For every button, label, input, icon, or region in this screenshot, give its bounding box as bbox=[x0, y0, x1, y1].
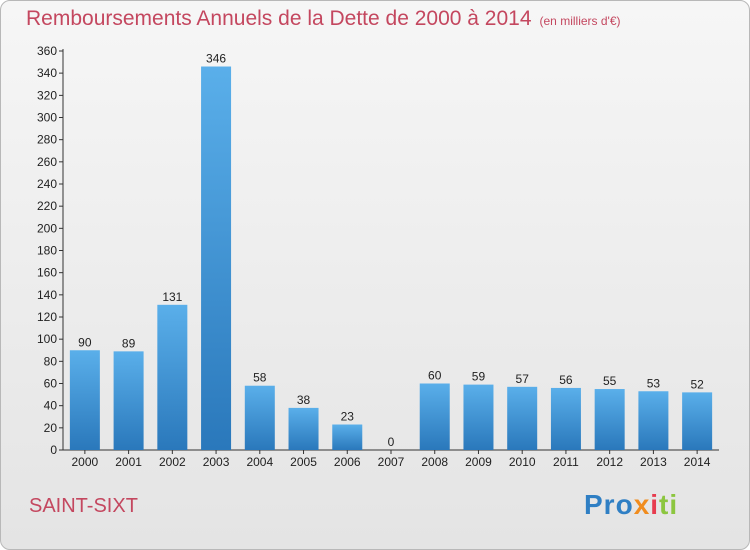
x-tick-label: 2012 bbox=[596, 455, 623, 469]
x-tick-label: 2005 bbox=[290, 455, 317, 469]
y-tick-label: 180 bbox=[37, 244, 57, 258]
bar-2010 bbox=[507, 386, 538, 450]
x-tick-label: 2001 bbox=[115, 455, 142, 469]
y-tick-label: 220 bbox=[37, 199, 57, 213]
value-label-2014: 52 bbox=[690, 377, 704, 391]
chart-subtitle: (en milliers d'€) bbox=[539, 14, 621, 28]
y-tick-label: 0 bbox=[50, 443, 57, 457]
logo-part: ti bbox=[659, 489, 679, 520]
bar-2014 bbox=[682, 392, 713, 450]
y-tick-label: 200 bbox=[37, 221, 57, 235]
x-tick-label: 2014 bbox=[684, 455, 711, 469]
y-tick-label: 60 bbox=[44, 377, 58, 391]
value-label-2004: 58 bbox=[253, 371, 267, 385]
y-tick-label: 260 bbox=[37, 155, 57, 169]
y-tick-label: 40 bbox=[44, 399, 58, 413]
value-label-2007: 0 bbox=[388, 435, 395, 449]
value-label-2008: 60 bbox=[428, 369, 442, 383]
value-label-2006: 23 bbox=[341, 410, 355, 424]
y-tick-label: 300 bbox=[37, 111, 57, 125]
bar-2000 bbox=[69, 350, 100, 450]
commune-name: SAINT-SIXT bbox=[29, 495, 138, 517]
bar-2006 bbox=[332, 424, 363, 450]
value-label-2001: 89 bbox=[122, 336, 136, 350]
value-label-2002: 131 bbox=[162, 290, 182, 304]
logo-part: Pro bbox=[584, 489, 634, 520]
x-tick-label: 2008 bbox=[421, 455, 448, 469]
y-tick-label: 100 bbox=[37, 332, 57, 346]
x-tick-label: 2003 bbox=[203, 455, 230, 469]
value-label-2003: 346 bbox=[206, 52, 226, 66]
chart-title: Remboursements Annuels de la Dette de 20… bbox=[26, 7, 532, 30]
y-tick-label: 240 bbox=[37, 177, 57, 191]
bar-2002 bbox=[157, 304, 188, 450]
x-tick-label: 2000 bbox=[72, 455, 99, 469]
bar-2012 bbox=[594, 389, 625, 450]
x-axis: 2000 2001 2002 2003 2004 2005 2006 2007 2008 2009… bbox=[63, 449, 719, 469]
y-tick-label: 360 bbox=[37, 44, 57, 58]
bar-2001 bbox=[113, 351, 144, 450]
y-tick-label: 80 bbox=[44, 354, 58, 368]
x-tick-label: 2009 bbox=[465, 455, 492, 469]
logo-part: x bbox=[633, 489, 651, 520]
x-tick-label: 2006 bbox=[334, 455, 361, 469]
y-tick-label: 120 bbox=[37, 310, 57, 324]
value-label-2013: 53 bbox=[647, 376, 661, 390]
x-tick-label: 2010 bbox=[509, 455, 536, 469]
y-axis: 0 20 40 60 80 100 120 140 160 180 200 220 240 260 280 3… bbox=[37, 44, 64, 457]
bar-2009 bbox=[463, 384, 494, 450]
y-tick-label: 280 bbox=[37, 133, 57, 147]
bar-series bbox=[69, 66, 713, 451]
proxiti-logo: Proxiti bbox=[584, 489, 678, 521]
x-tick-label: 2007 bbox=[378, 455, 405, 469]
bar-2008 bbox=[419, 383, 450, 450]
x-tick-label: 2011 bbox=[553, 455, 579, 469]
value-label-2010: 57 bbox=[516, 372, 530, 386]
x-tick-label: 2004 bbox=[246, 455, 273, 469]
y-tick-label: 140 bbox=[37, 288, 57, 302]
bar-2013 bbox=[638, 391, 669, 450]
x-tick-label: 2002 bbox=[159, 455, 186, 469]
x-tick-label: 2013 bbox=[640, 455, 667, 469]
chart-title-block: Remboursements Annuels de la Dette de 20… bbox=[26, 7, 621, 31]
value-label-2000: 90 bbox=[78, 335, 92, 349]
value-label-2009: 59 bbox=[472, 370, 486, 384]
bar-2003 bbox=[201, 66, 232, 451]
value-labels: 90 89 131 346 58 38 23 0 60 59 57 56 55 53 52 bbox=[78, 52, 704, 449]
bar-2005 bbox=[288, 407, 319, 450]
y-tick-label: 320 bbox=[37, 88, 57, 102]
bar-2011 bbox=[550, 387, 581, 450]
value-label-2011: 56 bbox=[559, 373, 573, 387]
value-label-2012: 55 bbox=[603, 374, 617, 388]
value-label-2005: 38 bbox=[297, 393, 311, 407]
bar-2004 bbox=[244, 385, 275, 450]
logo-part: i bbox=[650, 489, 660, 520]
y-tick-label: 160 bbox=[37, 266, 57, 280]
y-tick-label: 340 bbox=[37, 66, 57, 80]
y-tick-label: 20 bbox=[44, 421, 58, 435]
